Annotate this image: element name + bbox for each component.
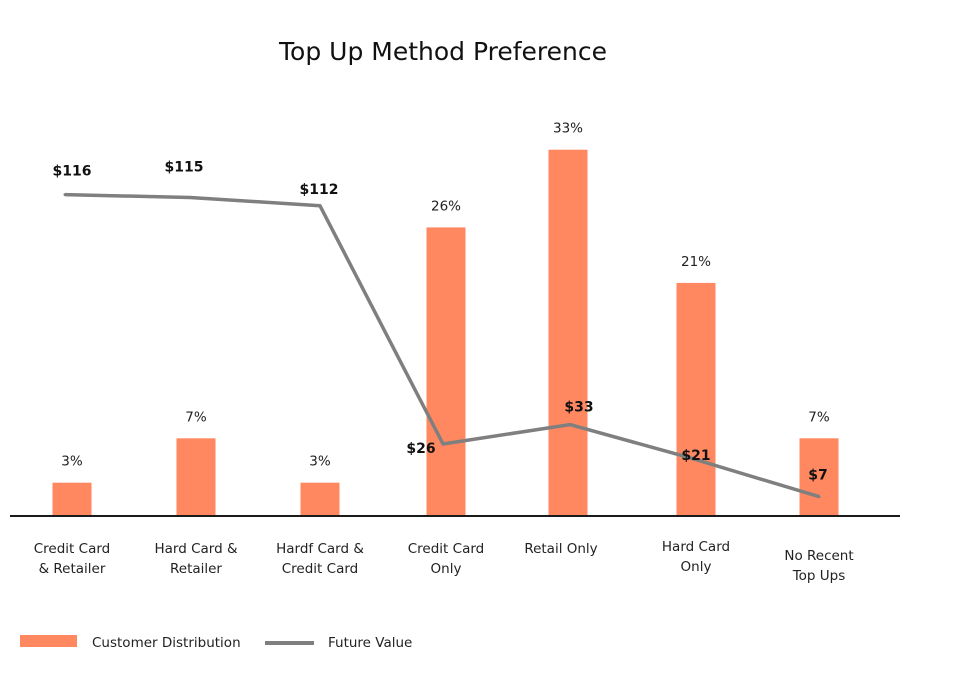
category-label-6-line-0: No Recent [784, 548, 853, 564]
bar-1 [176, 438, 216, 516]
category-label-4: Retail Only [524, 541, 597, 557]
bar-value-label-3: 26% [431, 198, 461, 214]
line-value-label-0: $116 [53, 164, 92, 180]
line-value-label-1: $115 [165, 159, 204, 175]
legend-label-future-value: Future Value [328, 635, 412, 651]
line-value-label-5: $21 [681, 448, 710, 464]
line-series [63, 192, 821, 499]
category-label-3: Credit Card Only [408, 541, 484, 577]
category-label-3-line-1: Only [431, 561, 462, 577]
bar-0 [52, 482, 92, 516]
line-point-3 [441, 442, 445, 446]
line-point-4 [568, 423, 572, 427]
legend-swatch-customer-distribution [20, 635, 77, 647]
category-label-5-line-1: Only [681, 559, 712, 575]
line-point-1 [188, 195, 192, 199]
category-label-0: Credit Card & Retailer [34, 541, 110, 577]
line-value-label-3: $26 [406, 441, 435, 457]
bar-5 [676, 282, 716, 516]
bar-value-label-6: 7% [808, 409, 830, 425]
category-label-0-line-0: Credit Card [34, 541, 110, 557]
legend: Customer Distribution Future Value [20, 635, 412, 651]
bar-value-label-4: 33% [553, 121, 583, 137]
category-label-4-line-0: Retail Only [524, 541, 597, 557]
bar-value-label-0: 3% [61, 454, 83, 470]
category-label-2-line-0: Hardf Card & [276, 541, 364, 557]
category-label-1-line-1: Retailer [170, 561, 222, 577]
line-value-label-6: $7 [808, 468, 827, 484]
bar-value-label-2: 3% [309, 454, 331, 470]
line-label-group: $116 $115 $112 $26 $33 $21 $7 [53, 159, 828, 483]
category-label-1: Hard Card & Retailer [155, 541, 238, 577]
line-point-0 [63, 193, 67, 197]
category-label-1-line-0: Hard Card & [155, 541, 238, 557]
category-label-5-line-0: Hard Card [662, 539, 730, 555]
category-label-3-line-0: Credit Card [408, 541, 484, 557]
line-value-label-2: $112 [300, 182, 339, 198]
category-label-group: Credit Card & Retailer Hard Card & Retailer… [34, 539, 854, 584]
bar-label-group: 3% 7% 3% 26% 33% 21% 7% [61, 121, 830, 470]
line-point-5 [688, 456, 692, 460]
category-label-6-line-1: Top Ups [792, 568, 846, 584]
bar-6 [799, 438, 839, 516]
category-label-5: Hard Card Only [662, 539, 730, 575]
line-point-2 [318, 204, 322, 208]
legend-label-customer-distribution: Customer Distribution [92, 635, 241, 651]
bar-value-label-1: 7% [185, 409, 207, 425]
category-label-2-line-1: Credit Card [282, 561, 358, 577]
bar-series [52, 149, 839, 516]
category-label-0-line-1: & Retailer [39, 561, 106, 577]
category-label-2: Hardf Card & Credit Card [276, 541, 364, 577]
bar-3 [426, 227, 466, 516]
category-label-6: No Recent Top Ups [784, 548, 853, 584]
line-point-6 [817, 495, 821, 499]
bar-value-label-5: 21% [681, 254, 711, 270]
bar-4 [548, 149, 588, 516]
chart-title: Top Up Method Preference [278, 37, 607, 66]
line-value-label-4: $33 [564, 400, 593, 416]
bar-2 [300, 482, 340, 516]
